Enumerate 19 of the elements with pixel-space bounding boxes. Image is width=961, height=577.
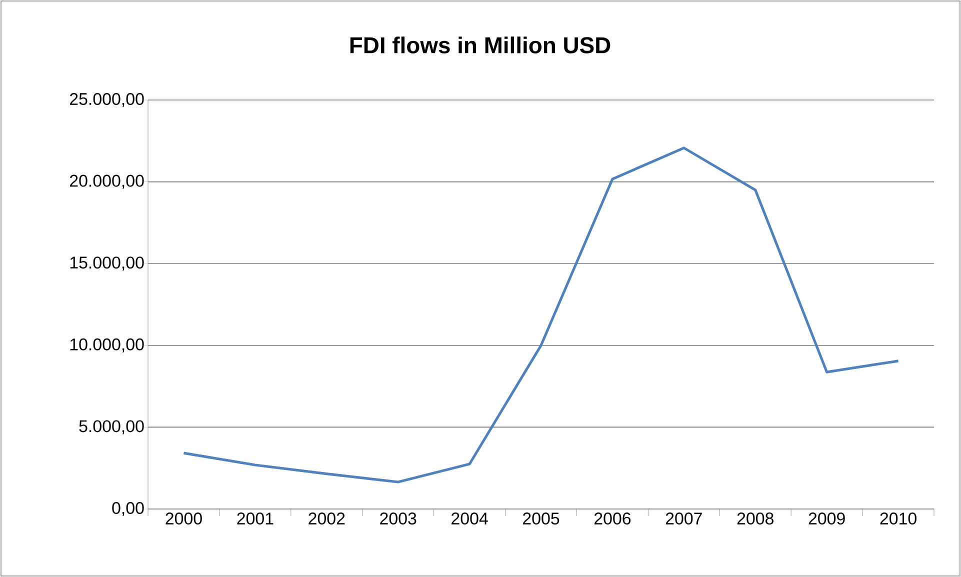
y-tick-label: 20.000,00 [70, 174, 144, 189]
y-tick-label: 5.000,00 [79, 420, 144, 434]
x-tick-label: 2003 [380, 512, 416, 525]
x-tick-label: 2006 [594, 512, 631, 525]
x-tick-label: 2007 [666, 512, 702, 525]
x-tick-label: 2001 [237, 512, 274, 525]
x-tick-label: 2010 [880, 512, 916, 525]
line-series [182, 146, 900, 484]
y-tick-label: 10.000,00 [70, 338, 144, 352]
x-tick-label: 2002 [308, 512, 345, 525]
x-tick-label: 2000 [166, 512, 202, 525]
y-tick-label: 0,00 [112, 502, 144, 516]
chart-title: FDI flows in Million USD [350, 36, 610, 54]
x-tick-label: 2004 [452, 512, 488, 525]
y-tick-label: 15.000,00 [70, 256, 144, 271]
y-tick-label: 25.000,00 [70, 93, 144, 108]
x-tick-label: 2008 [737, 512, 774, 525]
x-tick-label: 2005 [523, 512, 560, 525]
x-tick-label: 2009 [808, 512, 845, 525]
